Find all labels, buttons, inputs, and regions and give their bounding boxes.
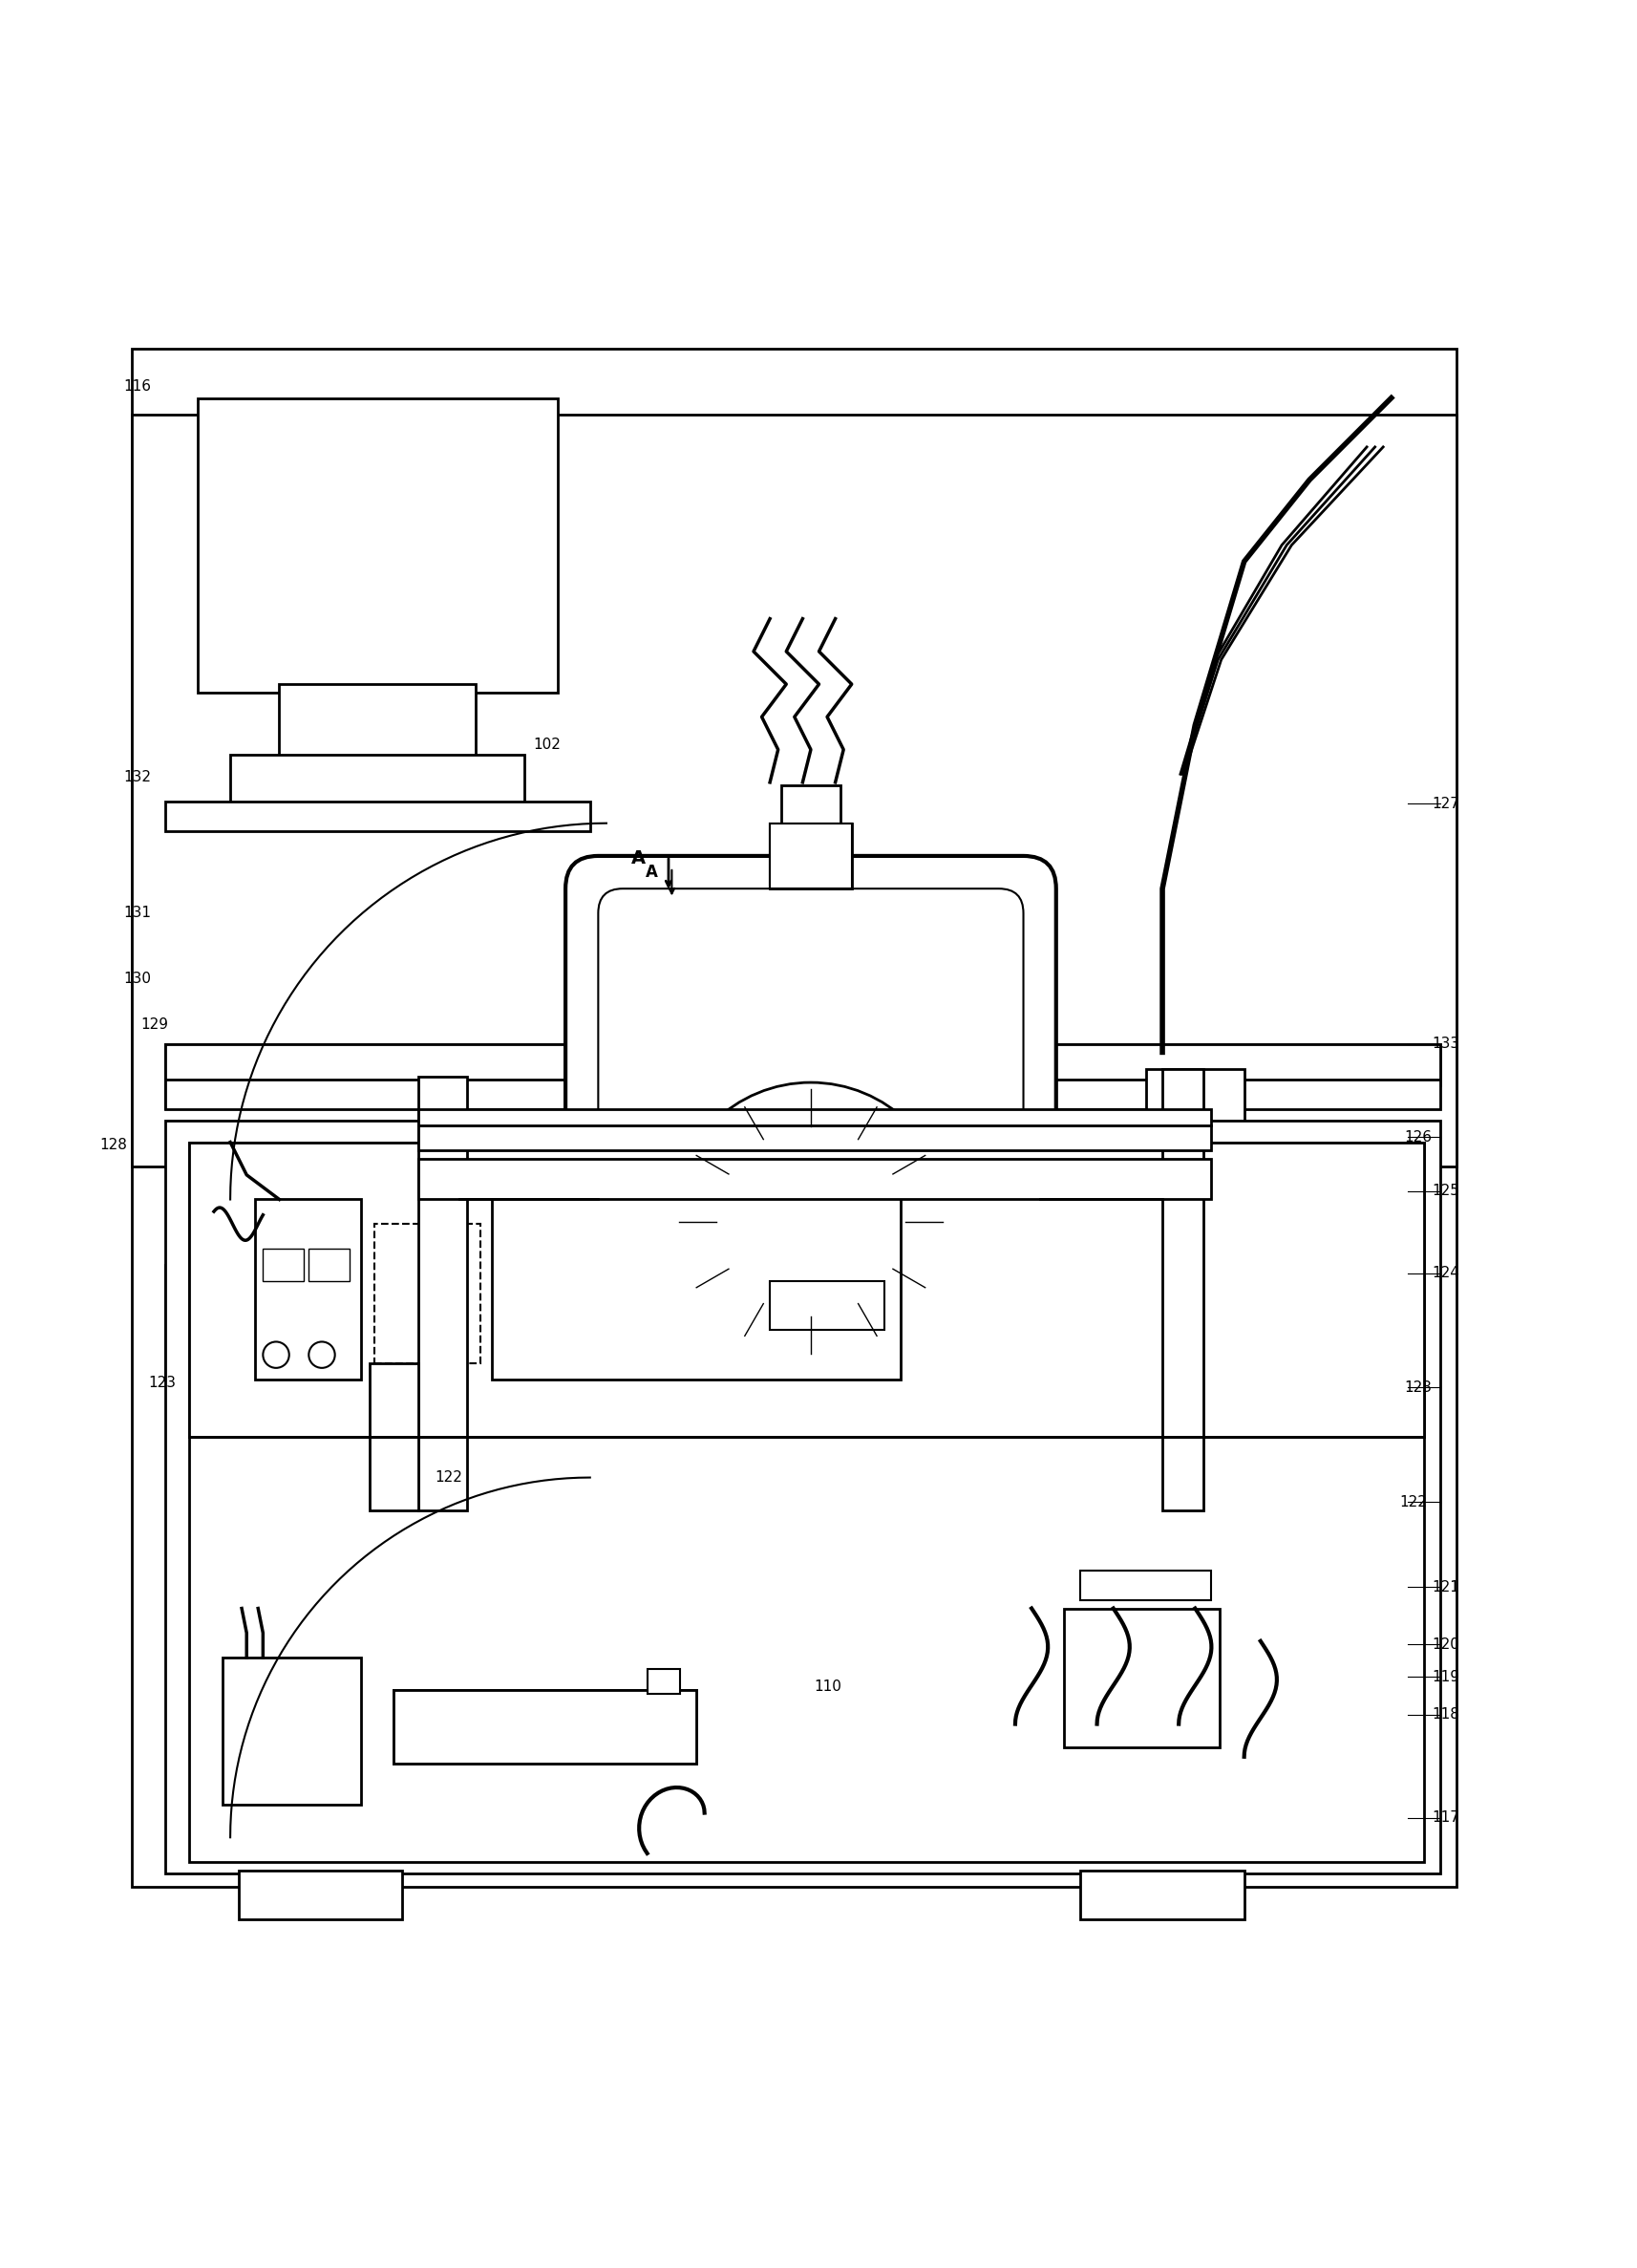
Bar [165, 1080, 1439, 1109]
Text: 122: 122 [434, 1470, 462, 1486]
Text: 121: 121 [1431, 1581, 1459, 1594]
Bar [769, 823, 851, 889]
Text: 131: 131 [124, 905, 152, 921]
Bar [491, 1184, 900, 1379]
Bar [769, 823, 851, 889]
Text: 110: 110 [814, 1681, 841, 1694]
Bar [1146, 1068, 1244, 1510]
Text: 129: 129 [141, 1018, 169, 1032]
Bar [786, 1331, 835, 1461]
Bar [1162, 1068, 1203, 1510]
Bar [417, 1125, 1211, 1150]
Bar [1039, 1431, 1179, 1461]
Bar [769, 1281, 884, 1331]
Text: 123: 123 [1403, 1381, 1431, 1395]
Text: 125: 125 [1431, 1184, 1459, 1198]
Bar [769, 823, 851, 889]
Text: 102: 102 [532, 737, 560, 753]
Text: 130: 130 [124, 971, 152, 987]
Bar [393, 1690, 696, 1765]
Bar [1260, 1084, 1439, 1109]
Bar [442, 1399, 598, 1429]
Text: 122: 122 [1398, 1495, 1426, 1508]
Bar [255, 1200, 360, 1379]
Bar [417, 1109, 1211, 1125]
Bar [532, 1576, 1089, 1608]
Bar [198, 397, 557, 692]
Bar [133, 349, 1455, 1887]
Text: 127: 127 [1431, 796, 1459, 810]
Text: 133: 133 [1431, 1036, 1459, 1050]
Bar [1260, 1159, 1406, 1266]
Bar [373, 1225, 480, 1363]
Bar [165, 803, 589, 832]
FancyBboxPatch shape [598, 889, 1023, 1495]
Text: A: A [645, 864, 658, 880]
Bar [133, 415, 1455, 1166]
FancyBboxPatch shape [565, 855, 1056, 1526]
Bar [1179, 1429, 1293, 1510]
Bar [165, 1043, 1439, 1084]
Bar [165, 1120, 1439, 1873]
Bar [1080, 1572, 1211, 1601]
Text: 117: 117 [1431, 1810, 1459, 1826]
Bar [165, 1084, 360, 1109]
Bar [165, 1043, 1439, 1084]
Bar [264, 1247, 304, 1281]
Bar [190, 1143, 1423, 1436]
Bar [190, 1143, 1423, 1862]
Text: 124: 124 [1431, 1266, 1459, 1279]
Bar [647, 1669, 679, 1694]
Bar [239, 1871, 401, 1919]
Bar [280, 685, 475, 758]
Text: A: A [630, 850, 645, 869]
Text: 118: 118 [1431, 1708, 1459, 1721]
Bar [417, 1159, 1211, 1200]
Text: 126: 126 [1403, 1129, 1431, 1145]
Bar [781, 785, 840, 826]
Text: 128: 128 [100, 1139, 128, 1152]
Bar [368, 1363, 417, 1510]
Text: 123: 123 [149, 1374, 177, 1390]
Bar [223, 1658, 360, 1805]
Bar [1244, 1266, 1423, 1379]
Text: 120: 120 [1431, 1637, 1459, 1651]
Text: 132: 132 [124, 771, 152, 785]
Text: 119: 119 [1431, 1669, 1459, 1685]
Bar [336, 1354, 442, 1436]
Bar [1080, 1871, 1244, 1919]
Bar [565, 1486, 1056, 1526]
Bar [165, 1266, 377, 1379]
Bar [417, 1077, 467, 1510]
Text: 116: 116 [124, 379, 152, 395]
Bar [231, 755, 524, 807]
Bar [532, 1576, 1089, 1608]
Bar [393, 1690, 696, 1765]
Bar [309, 1247, 349, 1281]
Bar [532, 1517, 1089, 1583]
Bar [1260, 1338, 1406, 1445]
Bar [1064, 1608, 1220, 1746]
Bar [1179, 1429, 1293, 1510]
Bar [1179, 1429, 1293, 1510]
